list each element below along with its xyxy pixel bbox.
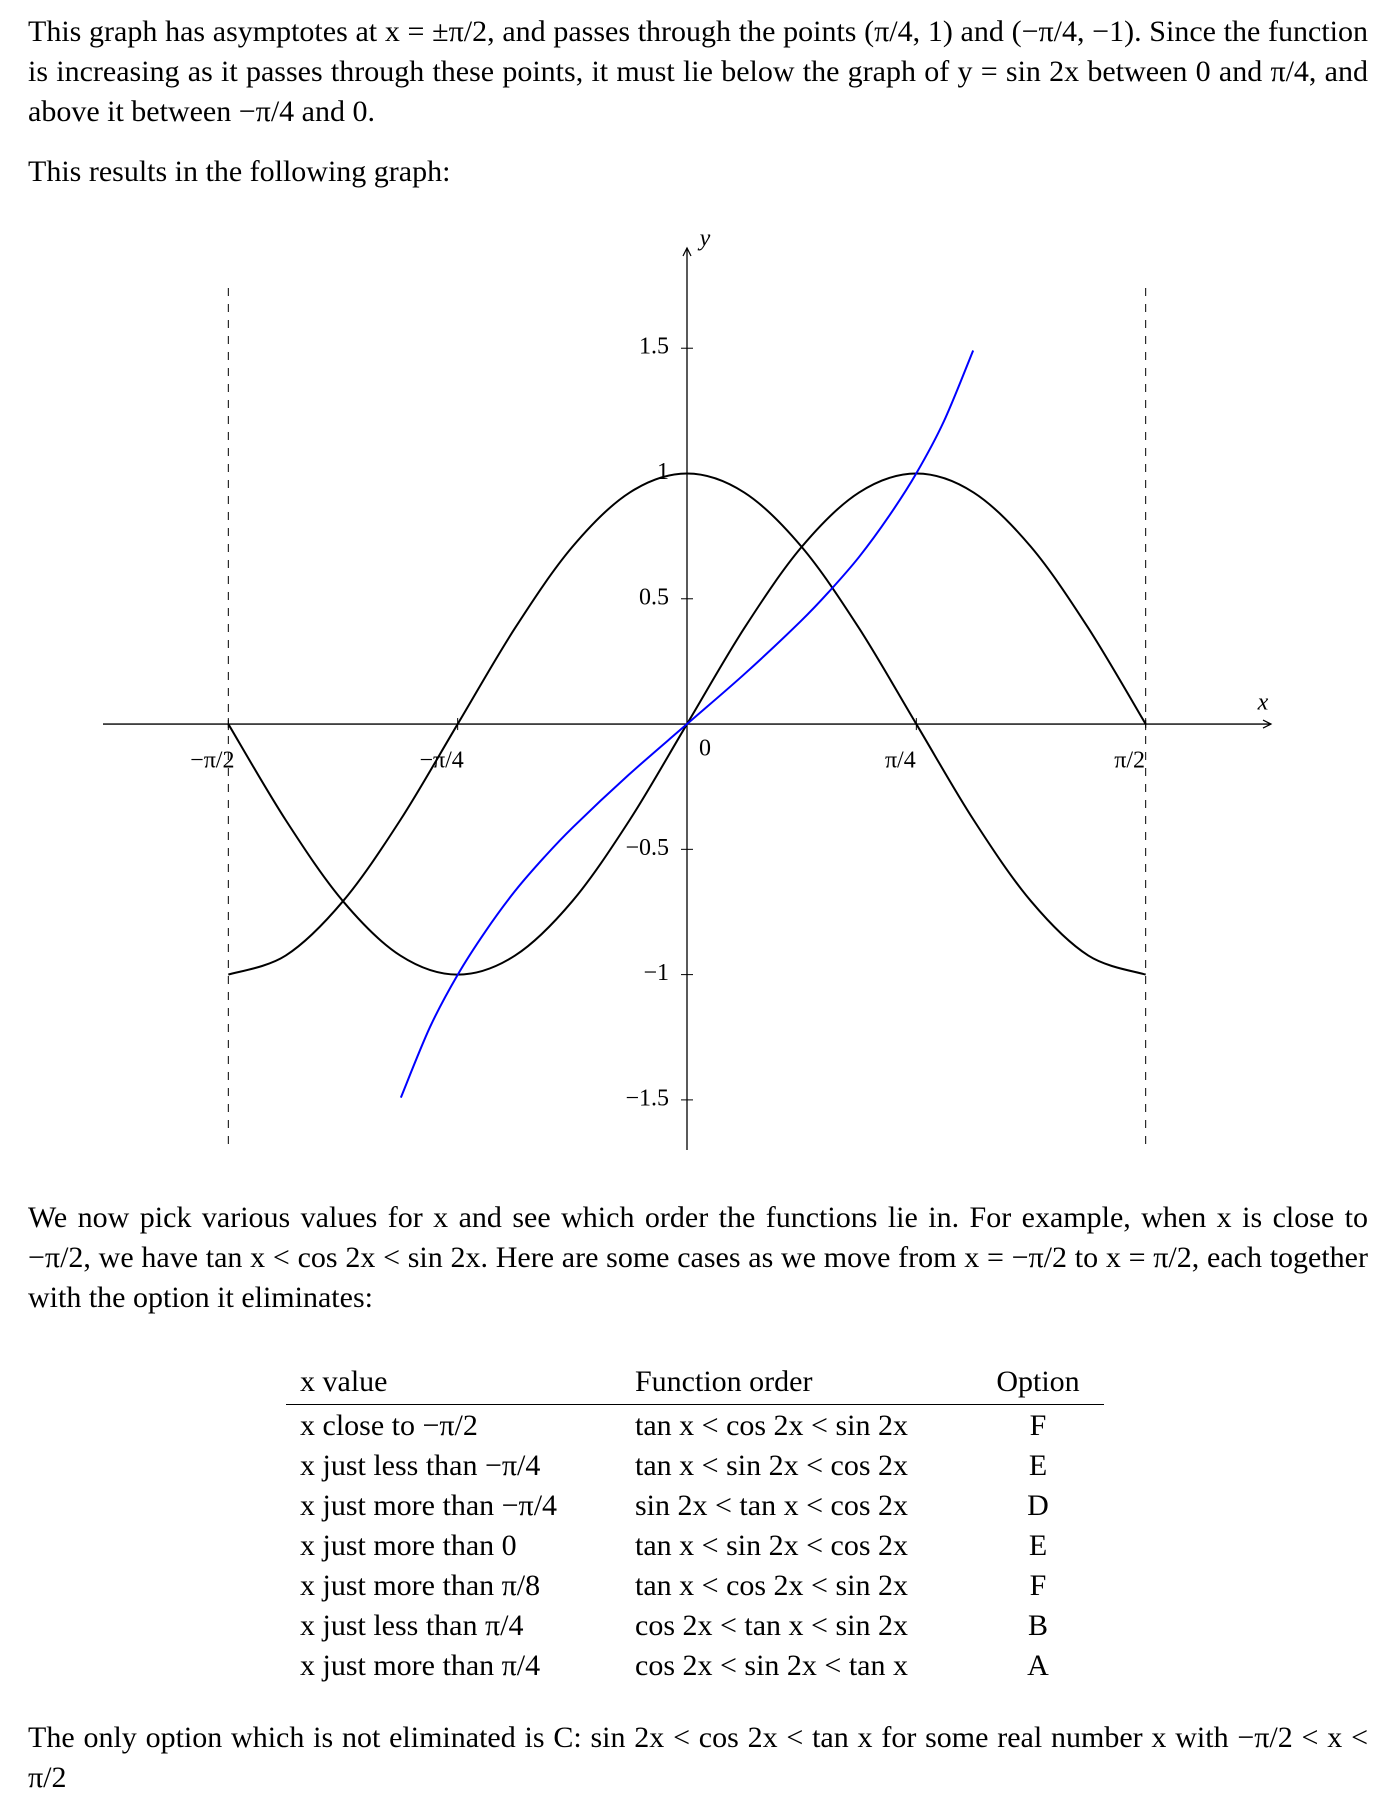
table-cell: A (1027, 1649, 1049, 1682)
table-cell: x just less than π/4 (300, 1609, 524, 1642)
table-header: x value (300, 1365, 388, 1398)
table-header: Option (996, 1365, 1080, 1398)
table-cell: tan x < sin 2x < cos 2x (635, 1449, 908, 1482)
table-cell: cos 2x < tan x < sin 2x (635, 1609, 908, 1642)
intro-paragraph: This graph has asymptotes at x = ±π/2, a… (28, 15, 1368, 128)
table-cell: x just less than −π/4 (300, 1449, 541, 1482)
x-tick-label: π/4 (885, 748, 916, 774)
chart: xy0−π/2 −π/4 π/4 π/2−1.5−1−0.50.511.5 (103, 226, 1273, 1150)
table-cell: x just more than −π/4 (300, 1489, 558, 1522)
y-tick-label: −0.5 (625, 835, 669, 861)
curve (399, 350, 975, 1099)
curve (228, 472, 1146, 976)
table-cell: E (1028, 1449, 1048, 1482)
x-axis-label: x (1257, 690, 1269, 716)
table-cell: cos 2x < sin 2x < tan x (635, 1649, 908, 1682)
conclusion-paragraph: The only option which is not eliminated … (28, 1721, 1368, 1794)
table-cell: tan x < sin 2x < cos 2x (635, 1529, 908, 1562)
origin-label: 0 (699, 736, 711, 762)
table-cell: x close to −π/2 (300, 1409, 478, 1442)
y-axis-label: y (698, 226, 711, 252)
header-rule (286, 1404, 1104, 1405)
x-tick-label: −π/2 (190, 748, 234, 774)
table-cell: x just more than π/8 (300, 1569, 541, 1602)
middle-paragraph: We now pick various values for x and see… (28, 1201, 1368, 1314)
table-cell: B (1027, 1609, 1048, 1642)
table-header: Function order (635, 1365, 813, 1398)
y-tick-label: 1.5 (639, 334, 669, 360)
y-tick-label: 1 (657, 459, 669, 485)
y-tick-label: −1.5 (625, 1085, 669, 1111)
table-cell: D (1027, 1489, 1049, 1522)
table-cell: tan x < cos 2x < sin 2x (635, 1569, 908, 1602)
y-tick-label: 0.5 (639, 584, 669, 610)
y-axis-arrow (682, 246, 692, 257)
table-cell: F (1029, 1569, 1047, 1602)
table-cell: F (1029, 1409, 1047, 1442)
table-cell: tan x < cos 2x < sin 2x (635, 1409, 908, 1442)
table-cell: x just more than π/4 (300, 1649, 541, 1682)
y-tick-label: −1 (643, 960, 669, 986)
table-cell: x just more than 0 (300, 1529, 517, 1562)
table-cell: E (1028, 1529, 1048, 1562)
table-cell: sin 2x < tan x < cos 2x (635, 1489, 908, 1522)
x-tick-label: π/2 (1114, 748, 1145, 774)
x-axis-arrow (1262, 719, 1273, 729)
lead-text: This results in the following graph: (28, 155, 451, 188)
